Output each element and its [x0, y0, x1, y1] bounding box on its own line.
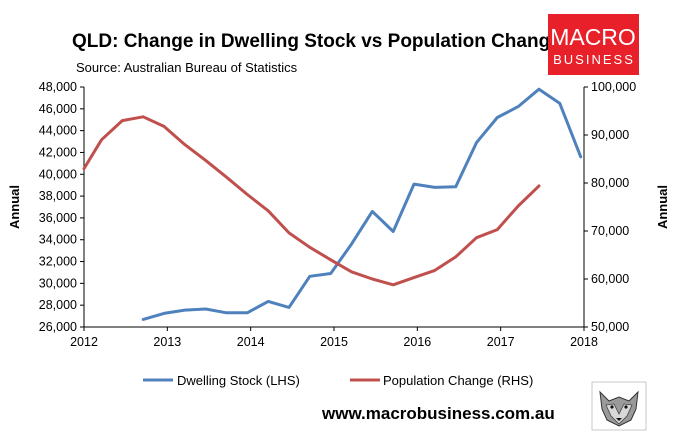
y-right-tick-label: 90,000	[591, 128, 629, 142]
x-tick-label: 2018	[570, 335, 598, 349]
population-change-line	[82, 115, 541, 287]
y-right-tick-label: 70,000	[591, 224, 629, 238]
plot-series	[82, 87, 583, 321]
y-right-tick-label: 60,000	[591, 272, 629, 286]
y-left-tick-label: 32,000	[39, 255, 77, 269]
y-left-tick-label: 30,000	[39, 276, 77, 290]
y-left-tick-label: 26,000	[39, 320, 77, 334]
y-left-tick-label: 42,000	[39, 145, 77, 159]
x-tick-label: 2012	[70, 335, 98, 349]
x-tick-label: 2013	[153, 335, 181, 349]
y-axis-right-title: Annual	[655, 185, 670, 229]
y-right-tick-label: 50,000	[591, 320, 629, 334]
dwelling-stock-line	[141, 87, 583, 321]
y-right-tick-label: 100,000	[591, 80, 636, 94]
y-left-tick-label: 38,000	[39, 189, 77, 203]
legend-label-population: Population Change (RHS)	[383, 373, 533, 388]
y-axis-left-title: Annual	[7, 185, 22, 229]
x-tick-label: 2017	[487, 335, 515, 349]
x-tick-label: 2016	[403, 335, 431, 349]
logo-text-macro: MACRO	[550, 24, 636, 50]
y-left-tick-label: 34,000	[39, 233, 77, 247]
brand-logo: MACRO BUSINESS	[548, 14, 639, 75]
wolf-icon	[591, 381, 647, 431]
logo-text-business: BUSINESS	[553, 52, 635, 67]
y-left-tick-label: 48,000	[39, 80, 77, 94]
legend-label-dwelling: Dwelling Stock (LHS)	[177, 373, 300, 388]
plot-axes: 2012 2013 2014 2015 2016 2017 2018 26,000 28,000…	[39, 80, 636, 349]
y-left-tick-label: 36,000	[39, 211, 77, 225]
y-left-tick-label: 40,000	[39, 167, 77, 181]
chart-title: QLD: Change in Dwelling Stock vs Populat…	[72, 31, 561, 52]
logo-background	[548, 14, 639, 75]
y-left-tick-label: 44,000	[39, 124, 77, 138]
x-tick-label: 2015	[320, 335, 348, 349]
x-tick-label: 2014	[237, 335, 265, 349]
y-right-tick-label: 80,000	[591, 176, 629, 190]
y-left-tick-label: 28,000	[39, 298, 77, 312]
chart-subtitle: Source: Australian Bureau of Statistics	[76, 60, 298, 75]
y-left-tick-label: 46,000	[39, 102, 77, 116]
website-url: www.macrobusiness.com.au	[321, 404, 555, 423]
legend: Dwelling Stock (LHS) Population Change (…	[143, 373, 533, 388]
